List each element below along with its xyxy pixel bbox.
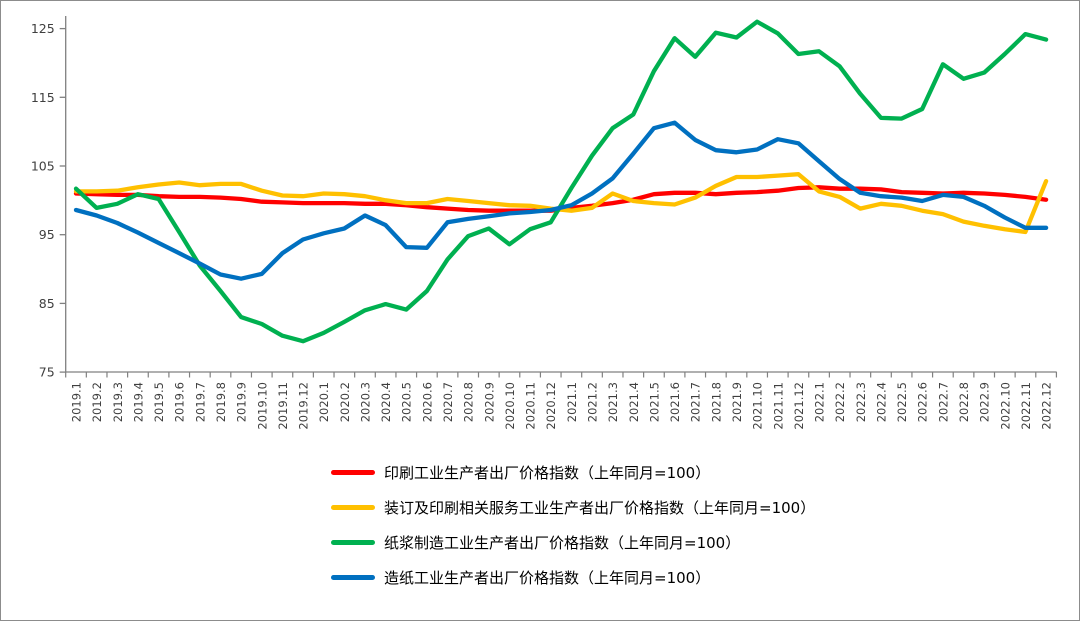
svg-text:2020.11: 2020.11	[524, 382, 538, 430]
legend-label-binding-services: 装订及印刷相关服务工业生产者出厂价格指数（上年同月=100）	[384, 499, 816, 517]
svg-text:2022.5: 2022.5	[895, 382, 909, 422]
svg-text:2021.6: 2021.6	[668, 382, 682, 422]
legend-label-papermaking: 造纸工业生产者出厂价格指数（上年同月=100）	[384, 569, 711, 587]
svg-text:2021.9: 2021.9	[730, 382, 744, 422]
svg-text:2019.2: 2019.2	[90, 382, 104, 422]
svg-text:2022.4: 2022.4	[874, 382, 888, 422]
svg-text:115: 115	[31, 90, 55, 105]
svg-text:2019.11: 2019.11	[276, 382, 290, 430]
svg-text:2019.6: 2019.6	[173, 382, 187, 422]
svg-text:2020.10: 2020.10	[503, 382, 517, 430]
svg-text:2020.8: 2020.8	[462, 382, 476, 422]
svg-text:2020.12: 2020.12	[544, 382, 558, 430]
svg-text:2022.6: 2022.6	[916, 382, 930, 422]
legend-item-printing: 印刷工业生产者出厂价格指数（上年同月=100）	[331, 455, 815, 490]
legend-swatch-yellow	[331, 505, 375, 510]
svg-text:2019.1: 2019.1	[70, 382, 84, 422]
legend-swatch-blue	[331, 575, 375, 580]
svg-text:2021.3: 2021.3	[606, 382, 620, 422]
svg-text:2019.4: 2019.4	[131, 382, 145, 422]
svg-text:2019.8: 2019.8	[214, 382, 228, 422]
svg-text:2021.11: 2021.11	[771, 382, 785, 430]
svg-text:75: 75	[39, 365, 55, 380]
svg-text:2020.7: 2020.7	[441, 382, 455, 422]
svg-text:2022.11: 2022.11	[1019, 382, 1033, 430]
svg-text:2022.2: 2022.2	[833, 382, 847, 422]
svg-text:2022.1: 2022.1	[813, 382, 827, 422]
svg-text:2021.7: 2021.7	[689, 382, 703, 422]
svg-text:2019.3: 2019.3	[111, 382, 125, 422]
svg-text:95: 95	[39, 227, 55, 242]
svg-text:2019.7: 2019.7	[193, 382, 207, 422]
legend-swatch-red	[331, 470, 375, 475]
svg-text:2020.4: 2020.4	[379, 382, 393, 422]
svg-text:2019.9: 2019.9	[235, 382, 249, 422]
svg-text:105: 105	[31, 159, 55, 174]
svg-text:2021.2: 2021.2	[586, 382, 600, 422]
legend-item-binding-services: 装订及印刷相关服务工业生产者出厂价格指数（上年同月=100）	[331, 490, 815, 525]
svg-text:2022.7: 2022.7	[936, 382, 950, 422]
ppi-line-chart: 75 85 95 105 115 125 2019.1 2019.2 2019.3 2019.4 2…	[31, 16, 1058, 430]
legend-label-pulp: 纸浆制造工业生产者出厂价格指数（上年同月=100）	[384, 534, 741, 552]
svg-text:2021.1: 2021.1	[565, 382, 579, 422]
svg-text:2021.8: 2021.8	[709, 382, 723, 422]
legend-label-printing: 印刷工业生产者出厂价格指数（上年同月=100）	[384, 464, 711, 482]
svg-text:2021.12: 2021.12	[792, 382, 806, 430]
legend-swatch-green	[331, 540, 375, 545]
svg-text:125: 125	[31, 21, 55, 36]
legend-item-papermaking: 造纸工业生产者出厂价格指数（上年同月=100）	[331, 560, 815, 595]
svg-text:2022.9: 2022.9	[978, 382, 992, 422]
svg-text:2019.5: 2019.5	[152, 382, 166, 422]
legend-item-pulp: 纸浆制造工业生产者出厂价格指数（上年同月=100）	[331, 525, 815, 560]
svg-text:85: 85	[39, 296, 55, 311]
svg-text:2020.5: 2020.5	[400, 382, 414, 422]
svg-text:2022.3: 2022.3	[854, 382, 868, 422]
svg-text:2021.5: 2021.5	[647, 382, 661, 422]
svg-text:2019.10: 2019.10	[255, 382, 269, 430]
svg-text:2022.12: 2022.12	[1040, 382, 1054, 430]
svg-text:2022.8: 2022.8	[957, 382, 971, 422]
svg-text:2019.12: 2019.12	[297, 382, 311, 430]
svg-text:2020.2: 2020.2	[338, 382, 352, 422]
chart-legend: 印刷工业生产者出厂价格指数（上年同月=100） 装订及印刷相关服务工业生产者出厂…	[331, 455, 815, 595]
svg-text:2021.10: 2021.10	[751, 382, 765, 430]
svg-text:2022.10: 2022.10	[998, 382, 1012, 430]
svg-text:2021.4: 2021.4	[627, 382, 641, 422]
svg-text:2020.1: 2020.1	[317, 382, 331, 422]
svg-text:2020.9: 2020.9	[482, 382, 496, 422]
svg-text:2020.3: 2020.3	[358, 382, 372, 422]
svg-text:2020.6: 2020.6	[420, 382, 434, 422]
